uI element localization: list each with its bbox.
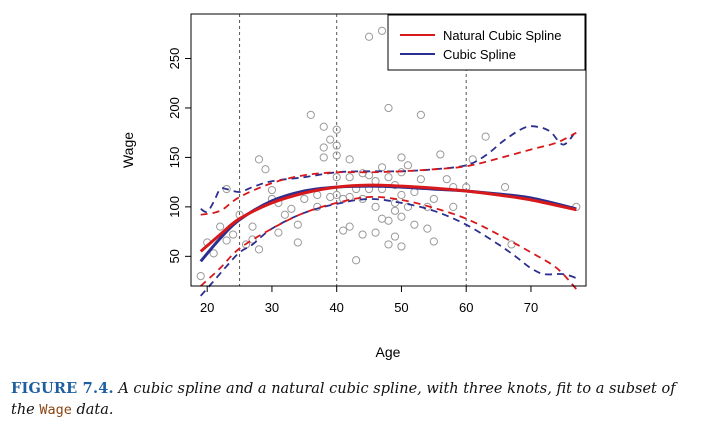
data-point <box>196 272 205 281</box>
data-point <box>254 155 264 164</box>
data-point <box>364 32 374 41</box>
data-point <box>397 242 406 251</box>
data-point <box>384 240 393 249</box>
data-point <box>410 220 419 229</box>
data-point <box>377 163 387 172</box>
data-point <box>306 110 315 119</box>
data-point <box>345 173 354 182</box>
data-point <box>280 210 289 219</box>
legend-label-cubic-spline: Cubic Spline <box>443 47 516 62</box>
natural-cubic-spline-fit-line <box>199 183 577 253</box>
natural-cubic-spline-lower-band <box>200 196 577 290</box>
dataset-name: Wage <box>39 402 72 418</box>
x-tick-label: 20 <box>200 300 214 315</box>
legend-label-natural-cubic-spline: Natural Cubic Spline <box>443 28 562 43</box>
data-point <box>319 153 328 162</box>
x-tick-label: 30 <box>265 300 279 315</box>
data-point <box>287 204 296 213</box>
data-point <box>410 187 419 197</box>
data-point <box>339 226 348 235</box>
data-point <box>332 141 341 150</box>
data-point <box>416 110 425 119</box>
data-point <box>384 103 393 113</box>
data-point <box>248 222 257 231</box>
data-point <box>403 161 413 170</box>
data-point <box>384 173 393 182</box>
data-point <box>274 228 283 237</box>
data-point <box>228 230 238 239</box>
data-point <box>390 232 400 241</box>
data-point <box>500 182 510 192</box>
data-point <box>222 184 231 194</box>
data-point <box>248 235 257 244</box>
data-point <box>267 185 277 195</box>
data-point <box>358 230 367 239</box>
spline-lines-layer <box>199 125 577 297</box>
data-point <box>442 175 451 184</box>
data-point <box>222 236 231 245</box>
legend-box <box>387 14 586 71</box>
data-point <box>436 150 445 159</box>
data-point <box>313 190 322 200</box>
data-point <box>293 238 302 247</box>
x-tick-label: 40 <box>329 300 343 315</box>
data-point <box>390 206 400 215</box>
data-point <box>209 249 218 258</box>
y-tick-label: 150 <box>167 147 182 169</box>
data-point <box>254 245 264 254</box>
figure-number: FIGURE 7.4. <box>11 380 114 397</box>
data-point <box>397 153 406 162</box>
y-axis-title: Wage <box>120 132 136 168</box>
data-point <box>429 237 438 246</box>
data-point <box>371 202 380 211</box>
data-point <box>261 165 270 174</box>
data-point <box>319 143 328 152</box>
data-point <box>293 220 302 229</box>
plot-frame <box>190 13 587 287</box>
figure-caption-text: A cubic spline and a natural cubic splin… <box>11 381 676 418</box>
legend: Natural Cubic Spline Cubic Spline <box>387 14 586 71</box>
data-point <box>332 173 341 182</box>
data-point <box>345 222 354 231</box>
cubic-spline-upper-band <box>200 125 577 213</box>
data-point <box>332 151 341 160</box>
y-tick-label: 50 <box>167 249 182 263</box>
data-point <box>397 212 406 221</box>
y-tick-label: 250 <box>167 48 182 70</box>
data-point <box>384 216 393 225</box>
data-point <box>449 202 458 211</box>
data-point <box>300 194 309 204</box>
data-point <box>371 228 380 237</box>
chart: 20 30 40 50 60 70 50 100 150 200 250 Age Wage Natu… <box>120 13 587 360</box>
data-point <box>416 175 425 184</box>
data-point <box>352 256 361 265</box>
data-point <box>429 194 438 204</box>
data-point <box>377 26 387 35</box>
natural-cubic-spline-upper-band <box>200 131 577 216</box>
x-tick-label: 50 <box>394 300 408 315</box>
data-point <box>481 132 490 141</box>
y-tick-label: 200 <box>167 97 182 119</box>
figure-caption: FIGURE 7.4. A cubic spline and a natural… <box>11 378 701 421</box>
data-point <box>423 224 432 233</box>
x-axis-title: Age <box>376 344 401 360</box>
data-point <box>332 125 341 134</box>
data-point <box>216 222 225 231</box>
y-tick-label: 100 <box>167 196 182 218</box>
data-point <box>326 135 335 144</box>
data-point <box>319 122 328 131</box>
axes-layer: 20 30 40 50 60 70 50 100 150 200 250 <box>167 48 538 315</box>
x-tick-label: 70 <box>524 300 538 315</box>
data-point <box>332 190 341 200</box>
data-point <box>345 155 354 164</box>
x-tick-label: 60 <box>459 300 473 315</box>
data-point <box>397 190 406 200</box>
cubic-spline-lower-band <box>200 198 577 297</box>
